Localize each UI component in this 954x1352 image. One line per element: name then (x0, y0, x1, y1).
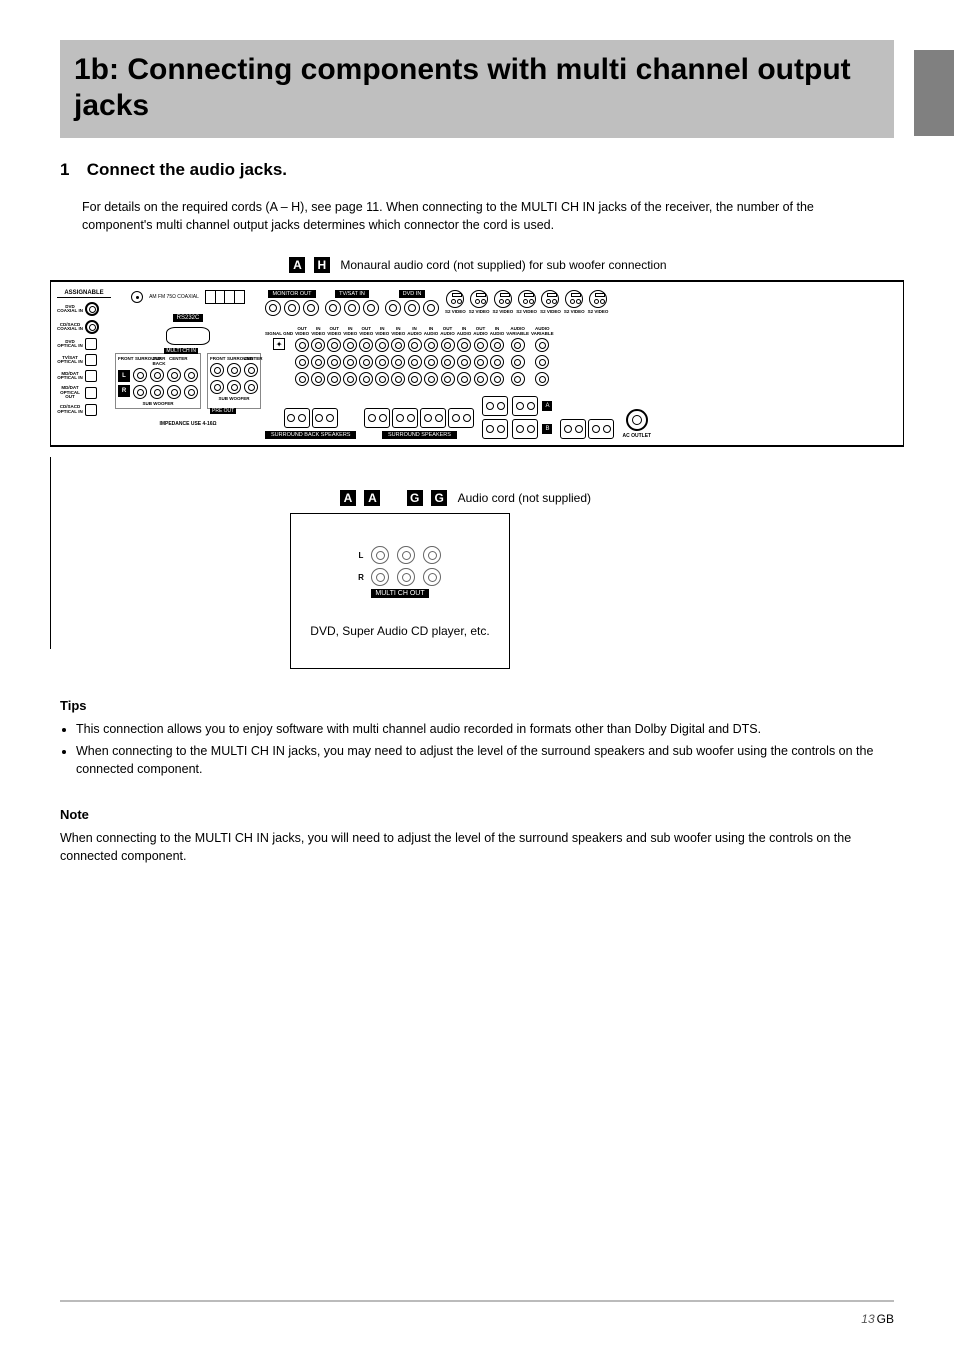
signal-gnd-col: SIGNAL GND (265, 320, 293, 386)
row-l-label: L (118, 370, 130, 382)
top-callout-text: Monaural audio cord (not supplied) for s… (340, 258, 666, 272)
pre-out-col-headers: FRONT SURROUND CENTER (210, 356, 258, 361)
multi-in-col-headers: FRONT SURROUND SURR BACK CENTER (118, 356, 198, 366)
antenna-label: AM FM 75Ω COAXIAL (149, 294, 199, 300)
component-tvsat-in: TV/SAT IN (325, 290, 379, 316)
jack-tvsat-optical-in: TV/SAT OPTICAL IN (57, 354, 111, 366)
multi-ch-out-block: L R MULTI CH OUT (353, 544, 447, 600)
multi-in-jacks (133, 368, 198, 399)
antenna-row: AM FM 75Ω COAXIAL (131, 290, 245, 304)
mid-area: AM FM 75Ω COAXIAL RS232C MULTI CH IN FRO… (115, 290, 261, 439)
optical-jack-icon (85, 387, 97, 399)
multi-ch-in-block: MULTI CH IN FRONT SURROUND SURR BACK CEN… (115, 353, 201, 409)
intro-paragraph: For details on the required cords (A – H… (82, 198, 862, 234)
note-text: When connecting to the MULTI CH IN jacks… (60, 829, 894, 865)
cord-key-a: A (289, 257, 305, 273)
section-title-bar: 1b: Connecting components with multi cha… (60, 40, 894, 138)
tips-block: Tips This connection allows you to enjoy… (60, 697, 894, 778)
speaker-terminal-icon (284, 408, 310, 428)
jack-mddat-optical-in: MD/DAT OPTICAL IN (57, 370, 111, 382)
note-block: Note When connecting to the MULTI CH IN … (60, 806, 894, 865)
ac-socket-icon (626, 409, 648, 431)
rs232-port-icon (166, 327, 210, 345)
am-clips-icon (205, 290, 245, 304)
top-callout: A H Monaural audio cord (not supplied) f… (60, 256, 894, 274)
surround-back-speakers: SURROUND BACK SPEAKERS (265, 408, 356, 439)
pre-out-sub-label: SUB WOOFER (210, 396, 258, 401)
jack-cdsacd-optical-in: CD/SACD OPTICAL IN (57, 404, 111, 416)
cable-line (50, 457, 51, 505)
component-dvd-in: DVD IN (385, 290, 439, 316)
optical-jack-icon (85, 338, 97, 350)
av-col: OUTVIDEO (295, 320, 309, 386)
section-title: 1b: Connecting components with multi cha… (74, 52, 880, 124)
jack-mddat-optical-out: MD/DAT OPTICAL OUT (57, 386, 111, 400)
page-footer: 13GB (861, 1312, 894, 1326)
multi-ch-out-grid: L R (355, 546, 445, 586)
row-r-label: R (118, 385, 130, 397)
coaxial-jack-icon (85, 320, 99, 334)
step-line: 1 Connect the audio jacks. (60, 160, 894, 180)
front-speakers-ab: A B (482, 396, 552, 439)
cord-key-g: G (431, 490, 447, 506)
multi-ch-in-label: MULTI CH IN (164, 348, 198, 354)
cable-line (50, 505, 51, 553)
av-jack-grid: SIGNAL GND OUTVIDEO INVIDEO OUTVIDEO INV… (265, 320, 897, 386)
rs232-label: RS232C (173, 314, 204, 322)
cord-key-a: A (364, 490, 380, 506)
rca-jack-icon (371, 546, 389, 564)
page-number: 13 (861, 1312, 874, 1326)
device-caption: DVD, Super Audio CD player, etc. (299, 624, 501, 638)
cable-zone (50, 457, 904, 487)
video-top-row: MONITOR OUT TV/SAT IN DVD IN S2 VIDEO S2… (265, 290, 897, 316)
cord-key-g: G (407, 490, 423, 506)
receiver-panel-wrap: ASSIGNABLE DVD COAXIAL IN CD/SACD COAXIA… (50, 280, 904, 447)
ground-jack-icon (273, 338, 285, 350)
cable-line (50, 553, 51, 601)
page-suffix: GB (877, 1312, 894, 1326)
tips-heading: Tips (60, 697, 894, 716)
rca-jack-icon (133, 368, 147, 382)
step-text: Connect the audio jacks. (87, 160, 287, 179)
ac-outlet: AC OUTLET (622, 409, 651, 439)
multi-in-sub-label: SUB WOOFER (118, 401, 198, 406)
jack-dvd-optical-in: DVD OPTICAL IN (57, 338, 111, 350)
fm-coax-icon (131, 291, 143, 303)
bottom-callout: A A G G Audio cord (not supplied) (338, 489, 894, 507)
pre-out-label: PRE OUT (210, 408, 236, 414)
svideo-row: S2 VIDEO S2 VIDEO S2 VIDEO S2 VIDEO S2 V… (445, 290, 608, 316)
cord-key-h: H (314, 257, 330, 273)
assignable-column: ASSIGNABLE DVD COAXIAL IN CD/SACD COAXIA… (57, 290, 111, 439)
optical-jack-icon (85, 404, 97, 416)
pre-out-block: PRE OUT FRONT SURROUND CENTER SUB WOOFER (207, 353, 261, 409)
video-audio-area: MONITOR OUT TV/SAT IN DVD IN S2 VIDEO S2… (265, 290, 897, 439)
tips-item: When connecting to the MULTI CH IN jacks… (76, 742, 894, 778)
svideo-jack-icon (446, 290, 464, 308)
speaker-row: SURROUND BACK SPEAKERS SURROUND SPEAKERS… (265, 396, 897, 439)
step-number: 1 (60, 160, 82, 180)
jack-dvd-coaxial-in: DVD COAXIAL IN (57, 302, 111, 316)
row-r: R (355, 573, 367, 582)
multi-ch-out-label: MULTI CH OUT (371, 589, 428, 598)
cable-line (50, 601, 51, 649)
note-heading: Note (60, 806, 894, 825)
assignable-header: ASSIGNABLE (57, 290, 111, 298)
pre-out-jacks (210, 363, 258, 394)
bottom-callout-text: Audio cord (not supplied) (458, 491, 591, 505)
receiver-rear-panel: ASSIGNABLE DVD COAXIAL IN CD/SACD COAXIA… (50, 281, 904, 446)
optical-jack-icon (85, 354, 97, 366)
row-l: L (355, 551, 367, 560)
side-tab (914, 50, 954, 136)
tips-item: This connection allows you to enjoy soft… (76, 720, 894, 738)
source-device-box: L R MULTI CH OUT DVD, Super Audio CD pla… (290, 513, 510, 669)
footer-rule (60, 1300, 894, 1302)
component-monitor-out: MONITOR OUT (265, 290, 319, 316)
optical-jack-icon (85, 370, 97, 382)
impedance-label: IMPEDANCE USE 4-16Ω (159, 421, 216, 427)
cord-key-a: A (340, 490, 356, 506)
surround-speakers: SURROUND SPEAKERS (364, 408, 474, 439)
jack-cdsacd-coaxial-in: CD/SACD COAXIAL IN (57, 320, 111, 334)
coaxial-jack-icon (85, 302, 99, 316)
